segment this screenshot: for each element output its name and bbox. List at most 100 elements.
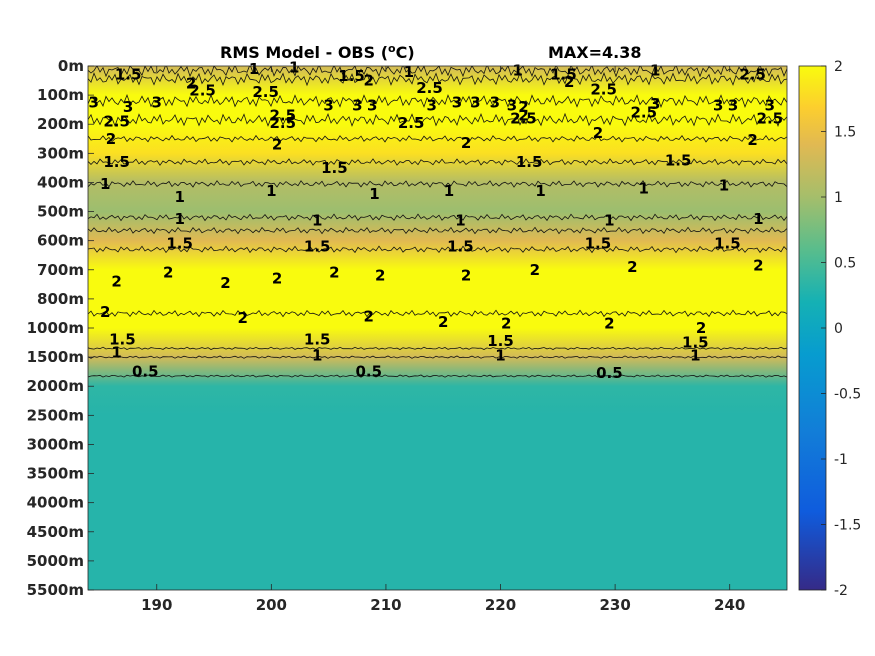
contour-line-2	[88, 245, 787, 254]
x-tick-label: 240	[714, 596, 745, 614]
contour-label: 3	[470, 93, 480, 111]
contour-label: 3	[507, 96, 517, 114]
contour-label: 2	[753, 256, 763, 274]
contour-label: 3	[323, 96, 333, 114]
y-tick-label: 400m	[37, 173, 84, 191]
contour-label: 1	[312, 211, 322, 229]
y-tick-label: 600m	[37, 232, 84, 250]
contour-label: 3	[427, 96, 437, 114]
x-tick-label: 210	[370, 596, 401, 614]
contour-line-2	[88, 134, 787, 143]
contour-label: 2	[518, 106, 528, 124]
contour-label: 1	[639, 179, 649, 197]
contour-label: 2	[220, 274, 230, 292]
contour-label: 2	[461, 267, 471, 285]
y-tick-label: 1500m	[27, 348, 84, 366]
x-tick-label: 190	[141, 596, 172, 614]
contour-line-1-5	[88, 66, 787, 78]
colorbar-tick-label: 0.5	[834, 256, 856, 272]
colorbar-tick-label: -1.5	[834, 518, 861, 534]
y-tick-label: 500m	[37, 203, 84, 221]
contour-label: 2.5	[103, 112, 130, 130]
contour-label: 1	[174, 210, 184, 228]
contour-label: 2.5	[630, 104, 657, 122]
contour-label: 1	[512, 61, 522, 79]
contour-label: 3	[89, 93, 99, 111]
contour-label: 1	[111, 344, 121, 362]
colorbar-tick-label: -0.5	[834, 387, 861, 403]
colorbar-tick-label: -1	[834, 452, 848, 468]
contour-label: 1	[690, 347, 700, 365]
y-tick-label: 100m	[37, 86, 84, 104]
y-tick-label: 3000m	[27, 435, 84, 453]
contour-label: 2	[564, 73, 574, 91]
contour-label: 1.5	[714, 235, 741, 253]
contour-line-1	[88, 355, 787, 359]
y-tick-label: 2500m	[27, 406, 84, 424]
contour-line-2	[88, 71, 787, 87]
heatmap-field	[88, 66, 787, 590]
contour-label: 2	[163, 264, 173, 282]
contour-line-2-5	[88, 112, 787, 127]
contour-label: 2	[375, 267, 385, 285]
contour-label: 2.5	[252, 83, 279, 101]
y-tick-label: 800m	[37, 290, 84, 308]
contour-label: 3	[123, 98, 133, 116]
contour-label: 2.5	[590, 80, 617, 98]
colorbar-tick-label: 2	[834, 59, 843, 75]
contour-line-1-5	[88, 226, 787, 235]
contour-label: 2	[364, 307, 374, 325]
contour-label: 2.5	[270, 114, 297, 132]
contour-label: 2.5	[510, 109, 537, 127]
contour-label: 0.5	[596, 364, 623, 382]
contour-label: 1	[753, 210, 763, 228]
contour-label: 1.5	[585, 235, 612, 253]
contour-label: 1.5	[103, 153, 130, 171]
contour-label: 1	[174, 188, 184, 206]
contour-label: 1	[289, 58, 299, 76]
y-tick-label: 4000m	[27, 494, 84, 512]
contour-label: 0.5	[132, 363, 159, 381]
contour-label: 1.5	[487, 332, 514, 350]
contour-label: 2	[364, 72, 374, 90]
contour-label: 3	[650, 95, 660, 113]
contour-label: 2	[593, 124, 603, 142]
contour-line-1-5	[88, 346, 787, 351]
contour-label: 1.5	[338, 67, 365, 85]
contour-label: 3	[152, 93, 162, 111]
contour-label: 1.5	[166, 235, 193, 253]
contour-label: 2	[501, 315, 511, 333]
contour-label: 3	[713, 96, 723, 114]
contour-label: 2	[106, 130, 116, 148]
contour-label: 1.5	[447, 237, 474, 255]
contour-label: 2.5	[189, 82, 216, 100]
contour-label: 0.5	[355, 363, 382, 381]
contour-label: 2.5	[416, 79, 443, 97]
contour-label: 1	[266, 182, 276, 200]
contour-label: 2	[272, 270, 282, 288]
y-tick-label: 200m	[37, 115, 84, 133]
contour-label: 1.5	[665, 152, 692, 170]
contour-label: 2	[100, 303, 110, 321]
contour-line-2	[88, 309, 787, 318]
contour-line-0-5	[88, 374, 787, 378]
contour-label: 1	[535, 182, 545, 200]
y-tick-label: 1000m	[27, 319, 84, 337]
contour-label: 1	[249, 60, 259, 78]
plot-area: 1.5 22.51 1 1.52 12.51 1.52 2.51 2.53 3 32.53 3 3 3 3…	[27, 57, 788, 614]
contour-label: 1	[604, 211, 614, 229]
contour-label: 1	[369, 185, 379, 203]
contour-label: 2	[329, 264, 339, 282]
max-label: MAX=4.38	[548, 43, 642, 62]
contour-label: 3	[765, 96, 775, 114]
contour-label: 1	[719, 176, 729, 194]
contour-label: 2	[627, 258, 637, 276]
contour-label: 1	[312, 347, 322, 365]
colorbar-ticks: 2 1.5 1 0.5 0 -0.5 -1 -1.5 -2	[821, 59, 861, 599]
x-tick-label: 230	[599, 596, 630, 614]
contour-label: 1.5	[109, 331, 136, 349]
contour-line-1	[88, 179, 787, 188]
contour-label: 2	[747, 131, 757, 149]
contour-line-3	[88, 93, 787, 109]
y-tick-label: 4500m	[27, 523, 84, 541]
